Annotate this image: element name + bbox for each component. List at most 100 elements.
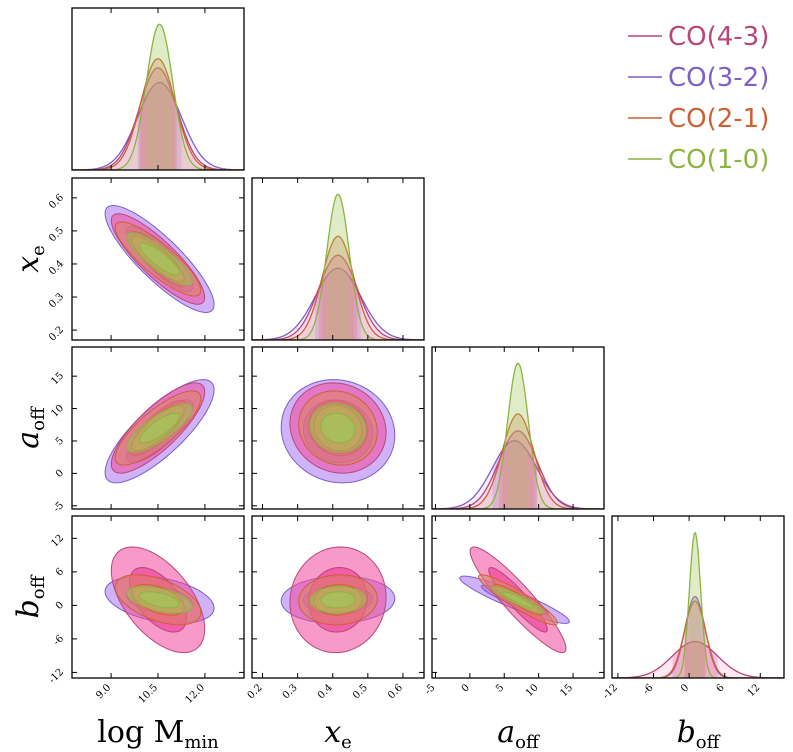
panel-background — [612, 516, 784, 678]
marginal-curve-CO(4-3) — [612, 640, 784, 678]
panel-boff-aoff: -5 0 5 10 15 aoff — [423, 515, 605, 752]
legend-label-CO(1-0): CO(1-0) — [668, 145, 769, 175]
marginal-band-CO(4-3) — [139, 67, 177, 170]
marginal-band-CO(1-0) — [507, 363, 529, 509]
panel-content — [104, 205, 215, 313]
marginal-curve-CO(4-3) — [252, 254, 424, 340]
marginal-band-CO(4-3) — [672, 641, 718, 678]
y-tick-label: -12 — [47, 667, 66, 686]
contour-1sigma-CO(1-0) — [320, 412, 356, 444]
panel-content — [252, 193, 424, 340]
y-tick-label: 0.5 — [47, 225, 66, 244]
x-tick-label: 0.2 — [246, 682, 265, 701]
y-axis-title-xe: xe — [11, 245, 49, 273]
y-tick-label: 0.3 — [47, 291, 66, 310]
marginal-band-CO(4-3) — [498, 430, 538, 509]
marginal-fill-CO(4-3) — [432, 430, 604, 509]
x-tick-label: 9.0 — [94, 682, 113, 701]
marginal-fill-CO(3-2) — [432, 440, 604, 509]
contour-1sigma-CO(1-0) — [139, 591, 181, 609]
y-tick-label: 0 — [54, 600, 66, 612]
y-tick-label: -5 — [51, 500, 66, 515]
y-tick-label: 0.2 — [47, 324, 66, 343]
marginal-fill-CO(2-1) — [72, 58, 244, 170]
marginal-band-CO(1-0) — [146, 24, 173, 170]
y-tick-label: 0.4 — [47, 258, 66, 277]
marginal-curve-CO(4-3) — [432, 430, 604, 509]
marginal-fill-CO(1-0) — [432, 363, 604, 509]
panel-background — [252, 178, 424, 340]
marginal-fill-CO(2-1) — [612, 601, 784, 678]
legend-label-CO(2-1): CO(2-1) — [668, 104, 769, 134]
marginal-curve-CO(3-2) — [252, 267, 424, 340]
y-tick-label: 0 — [54, 468, 66, 480]
marginal-fill-CO(1-0) — [252, 194, 424, 340]
x-tick-label: 5 — [494, 682, 506, 694]
y-tick-label: 5 — [54, 435, 66, 447]
panel-logM-logM — [71, 7, 245, 171]
x-tick-label: 15 — [558, 682, 575, 699]
contour-1sigma-CO(1-0) — [501, 591, 535, 609]
panel-frame — [251, 515, 425, 679]
marginal-band-CO(2-1) — [140, 58, 176, 170]
y-tick-label: 15 — [49, 371, 66, 388]
marginal-fill-CO(4-3) — [72, 67, 244, 170]
panel-aoff-aoff — [431, 346, 605, 510]
contour-1sigma-CO(1-0) — [139, 412, 181, 444]
panels: 0.2 0.3 0.4 0.5 0.6 xe -5 0 5 10 15 aoff 9.0 10.5 12.0… — [11, 7, 785, 752]
x-tick-label: 0.3 — [281, 682, 300, 701]
panel-aoff-xe — [251, 346, 425, 510]
y-axis-title-boff: boff — [11, 574, 49, 618]
marginal-curve-CO(1-0) — [252, 193, 424, 340]
x-tick-label: 0 — [460, 682, 472, 694]
marginal-curve-CO(1-0) — [432, 362, 604, 509]
marginal-fill-CO(1-0) — [72, 24, 244, 170]
marginal-band-CO(4-3) — [318, 255, 358, 340]
contour-1sigma-CO(1-0) — [139, 242, 181, 276]
y-tick-label: 6 — [54, 566, 66, 578]
marginal-band-CO(2-1) — [502, 413, 534, 509]
marginal-band-CO(3-2) — [137, 82, 182, 170]
marginal-fill-CO(3-2) — [612, 596, 784, 678]
y-tick-label: 0.6 — [47, 192, 66, 211]
marginal-band-CO(1-0) — [326, 194, 350, 340]
marginal-fill-CO(4-3) — [612, 641, 784, 678]
marginal-band-CO(2-1) — [684, 601, 706, 678]
x-axis-title-xe: xe — [324, 715, 352, 752]
x-tick-label: 12 — [746, 682, 763, 699]
panel-frame — [251, 346, 425, 510]
panel-content — [432, 362, 604, 509]
panel-boff-xe: 0.2 0.3 0.4 0.5 0.6 xe — [246, 515, 425, 752]
marginal-curve-CO(1-0) — [612, 531, 784, 678]
panel-content — [280, 546, 396, 654]
x-tick-label: 0 — [679, 682, 691, 694]
legend-label-CO(3-2): CO(3-2) — [668, 63, 769, 93]
x-tick-label: 0.5 — [351, 682, 370, 701]
y-tick-label: 12 — [49, 533, 66, 550]
panel-frame — [251, 177, 425, 341]
contour-1sigma-CO(1-0) — [320, 591, 356, 609]
x-axis-title-aoff: aoff — [497, 715, 540, 752]
panel-content — [280, 379, 396, 484]
x-tick-label: 12.0 — [184, 682, 208, 706]
panel-xe-xe — [251, 177, 425, 341]
marginal-fill-CO(3-2) — [72, 82, 244, 170]
panel-content — [612, 531, 784, 678]
panel-frame — [431, 515, 605, 679]
marginal-band-CO(2-1) — [322, 236, 354, 340]
marginal-curve-CO(3-2) — [612, 595, 784, 678]
x-tick-label: 6 — [715, 682, 727, 694]
panel-background — [72, 8, 244, 170]
marginal-fill-CO(2-1) — [432, 413, 604, 509]
marginal-band-CO(1-0) — [689, 532, 701, 678]
x-tick-label: 10 — [524, 682, 541, 699]
panel-content — [104, 379, 215, 484]
marginal-band-CO(3-2) — [684, 596, 706, 678]
legend: CO(4-3) CO(3-2) CO(2-1) CO(1-0) — [628, 22, 769, 175]
x-tick-label: -12 — [601, 682, 620, 701]
marginal-curve-CO(3-2) — [72, 81, 244, 170]
x-tick-label: -5 — [423, 682, 438, 697]
x-tick-label: 0.4 — [316, 682, 335, 701]
marginal-fill-CO(3-2) — [252, 268, 424, 340]
x-tick-label: 10.5 — [137, 682, 161, 706]
